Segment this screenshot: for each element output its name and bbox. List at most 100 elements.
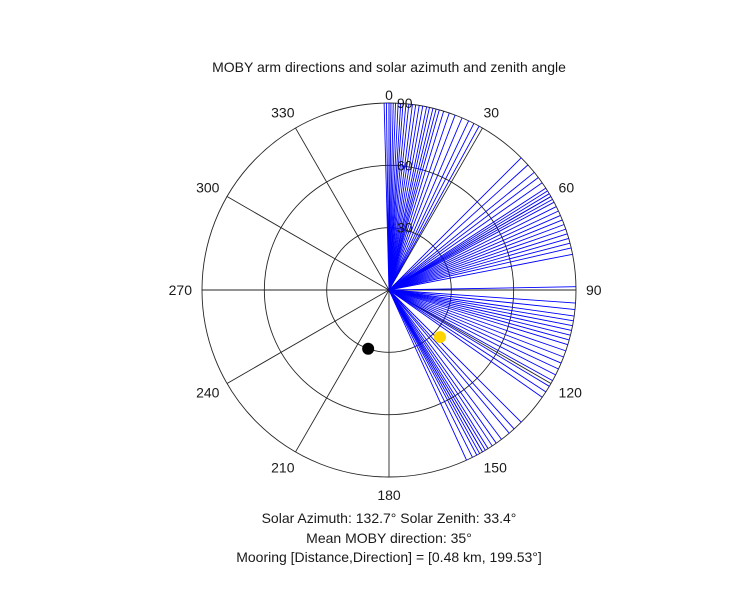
arm-line-69 (388, 289, 515, 430)
r-tick-labels: 30 60 90 (397, 95, 413, 236)
theta-tick-150: 150 (484, 460, 508, 476)
arm-line-59 (388, 289, 566, 352)
theta-tick-240: 240 (196, 385, 220, 401)
grid-spoke-120 (388, 289, 552, 384)
grid-spoke-330 (295, 127, 390, 291)
arm-line-58 (388, 289, 568, 346)
arm-line-57 (388, 289, 570, 341)
caption-solar: Solar Azimuth: 132.7° Solar Zenith: 33.4… (262, 510, 517, 526)
theta-tick-120: 120 (559, 385, 583, 401)
arm-line-37 (388, 201, 555, 291)
arm-line-72 (388, 289, 497, 444)
arm-line-51 (388, 289, 576, 310)
arm-line-43 (388, 228, 566, 291)
r-tick-90: 90 (397, 95, 413, 111)
r-tick-30: 30 (397, 220, 413, 236)
arm-line-40 (388, 215, 561, 291)
arm-line-11 (388, 104, 413, 291)
arm-line-49 (388, 286, 576, 291)
arm-line-28 (388, 164, 529, 291)
arm-line-26 (388, 125, 480, 291)
arm-line-42 (388, 224, 565, 291)
arm-line-76 (388, 289, 483, 453)
arm-line-70 (388, 289, 510, 434)
theta-tick-210: 210 (271, 460, 295, 476)
theta-tick-330: 330 (271, 104, 295, 120)
arm-line-61 (388, 289, 562, 364)
arm-line-47 (388, 247, 572, 291)
arm-line-29 (388, 171, 535, 291)
arm-line-80 (388, 289, 467, 461)
grid-spoke-300 (226, 196, 390, 291)
chart-title: MOBY arm directions and solar azimuth an… (212, 59, 566, 75)
theta-tick-30: 30 (484, 104, 500, 120)
arm-line-50 (388, 289, 576, 304)
arm-line-78 (388, 289, 478, 456)
arm-line-67 (388, 289, 543, 398)
arm-line-53 (388, 289, 574, 322)
caption-mooring: Mooring [Distance,Direction] = [0.48 km,… (236, 549, 542, 565)
theta-tick-270: 270 (169, 282, 193, 298)
arm-line-36 (388, 198, 553, 291)
arm-line-65 (388, 289, 550, 387)
arm-line-20 (388, 111, 445, 291)
arm-line-44 (388, 233, 568, 291)
markers (362, 331, 447, 355)
arm-line-24 (388, 120, 470, 291)
arm-line-13 (388, 105, 420, 291)
theta-tick-0: 0 (385, 87, 393, 103)
arm-line-17 (388, 108, 434, 291)
arm-line-63 (388, 289, 556, 376)
arm-line-41 (388, 219, 563, 291)
mooring-marker (362, 342, 375, 355)
arm-line-64 (388, 289, 553, 382)
arm-line-39 (388, 210, 559, 291)
arm-line-32 (388, 187, 547, 291)
arm-line-46 (388, 242, 571, 291)
arm-line-73 (388, 289, 493, 447)
sun-marker (434, 331, 447, 344)
arm-line-9 (388, 103, 407, 291)
arm-line-27 (388, 157, 522, 291)
arm-line-10 (388, 104, 410, 291)
arm-line-14 (388, 105, 424, 291)
arm-line-12 (388, 104, 417, 291)
theta-tick-300: 300 (196, 180, 220, 196)
arm-line-15 (388, 106, 428, 291)
arm-line-21 (388, 112, 450, 291)
arm-line-19 (388, 109, 440, 291)
arm-line-62 (388, 289, 559, 370)
arm-line-45 (388, 238, 569, 291)
arm-line-56 (388, 289, 571, 336)
moby-arm-lines (383, 103, 576, 461)
arm-line-60 (388, 289, 564, 358)
theta-tick-90: 90 (586, 282, 602, 298)
arm-line-75 (388, 289, 486, 451)
grid-spoke-30 (388, 127, 483, 291)
theta-tick-labels: 0 30 60 90 120 150 180 210 240 270 300 330 (169, 87, 602, 503)
arm-line-23 (388, 117, 463, 291)
arm-line-31 (388, 182, 543, 291)
caption-mean-direction: Mean MOBY direction: 35° (306, 530, 472, 546)
arm-line-54 (388, 289, 573, 327)
arm-line-22 (388, 114, 456, 291)
arm-line-35 (388, 196, 552, 291)
arm-line-52 (388, 289, 575, 317)
arm-line-18 (388, 108, 437, 291)
grid-spoke-240 (226, 289, 390, 384)
theta-tick-60: 60 (559, 180, 575, 196)
arm-line-55 (388, 289, 572, 331)
theta-tick-180: 180 (377, 487, 401, 503)
arm-line-16 (388, 107, 430, 291)
arm-line-68 (388, 289, 522, 423)
grid-spoke-210 (295, 289, 390, 453)
arm-line-48 (388, 253, 573, 291)
arm-line-30 (388, 177, 539, 291)
arm-line-66 (388, 289, 547, 393)
arm-line-25 (388, 123, 475, 291)
arm-line-79 (388, 289, 473, 458)
r-tick-60: 60 (397, 157, 413, 173)
arm-line-77 (388, 289, 481, 454)
arm-line-33 (388, 190, 548, 291)
